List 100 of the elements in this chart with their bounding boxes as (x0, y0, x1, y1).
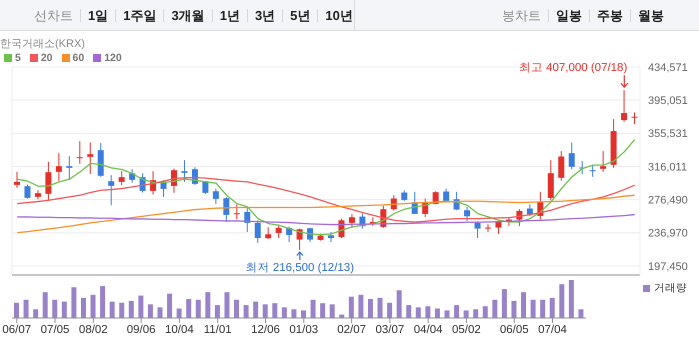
bar (368, 299, 373, 318)
candlestick (600, 150, 606, 172)
x-tick-label: 03/07 (375, 324, 404, 336)
chart-title: 한국거래소(KRX) (0, 38, 85, 50)
bar (158, 307, 162, 318)
bar (90, 294, 96, 318)
candlestick (223, 196, 230, 222)
bar (482, 306, 488, 318)
bar (214, 305, 220, 318)
bar (52, 300, 58, 318)
bar (186, 299, 192, 318)
text: 일봉 (548, 8, 589, 22)
x-tick-label: 11/01 (204, 324, 232, 336)
candlestick (526, 204, 533, 217)
bar (434, 308, 440, 318)
candlestick (621, 90, 628, 122)
text: 1주일 (115, 8, 164, 22)
bar (14, 302, 19, 318)
bar (253, 302, 258, 318)
bar (24, 300, 29, 318)
candlestick (443, 188, 450, 202)
candlestick (118, 170, 125, 186)
bar (348, 296, 354, 318)
bar (62, 302, 67, 318)
candlestick (474, 220, 481, 238)
bar (148, 304, 153, 318)
bar (138, 296, 144, 318)
candlestick (558, 150, 564, 182)
candlestick (348, 214, 355, 228)
bar (272, 303, 278, 318)
bar (205, 292, 210, 318)
bar (262, 304, 268, 318)
candlestick (87, 142, 94, 174)
candlestick (464, 206, 470, 222)
y-tick-label: 395,051 (648, 95, 688, 108)
bar (320, 303, 326, 318)
x-tick-label: 06/07 (2, 324, 32, 336)
bar (530, 300, 536, 318)
bar (454, 305, 460, 318)
bar (559, 284, 564, 318)
bar (42, 292, 48, 318)
annotation: 최저 216,500 (12/13) (246, 262, 354, 274)
legend-label: 120 (103, 52, 122, 64)
bar (196, 300, 201, 318)
bar (234, 300, 240, 318)
text: 3년 (246, 8, 282, 22)
candlestick (590, 164, 596, 178)
candlestick (45, 161, 52, 202)
bar (492, 300, 498, 318)
bar (464, 310, 469, 318)
bar (521, 292, 526, 318)
bar (80, 298, 86, 318)
text: 주봉 (589, 8, 630, 22)
candlestick (181, 160, 188, 182)
x-tick-label: 10/04 (165, 324, 194, 336)
candlestick (276, 224, 282, 238)
candlestick (254, 220, 261, 244)
candlestick (24, 184, 30, 200)
legend-label: 60 (72, 52, 84, 64)
candlestick (401, 190, 408, 202)
text: 선차트 (33, 8, 74, 22)
text: 3개월 (163, 8, 212, 22)
text: 월봉 (630, 8, 671, 22)
y-tick-label: 355,531 (648, 128, 688, 140)
bar (550, 298, 555, 318)
text: 봉차트 (501, 8, 542, 22)
x-tick-label: 08/02 (78, 324, 108, 336)
text: 10년 (317, 8, 360, 22)
bar (244, 305, 249, 318)
x-tick-label: 12/06 (251, 324, 280, 336)
candlestick (632, 112, 638, 125)
bar (167, 294, 172, 318)
bar (502, 289, 507, 318)
bar (387, 302, 392, 318)
bar (396, 290, 402, 318)
y-tick-label: 434,571 (648, 62, 688, 74)
candlestick (328, 231, 334, 242)
candlestick (568, 142, 575, 170)
candlestick (108, 174, 114, 206)
bar (358, 294, 364, 318)
candlestick (14, 171, 20, 188)
x-tick-label: 06/05 (500, 324, 529, 336)
bar (378, 298, 383, 318)
text: 5년 (282, 8, 318, 22)
text: 1년 (212, 8, 247, 22)
text: 1일 (80, 8, 116, 22)
x-tick-label: 09/06 (126, 324, 156, 336)
bar (282, 307, 287, 318)
bar (176, 308, 182, 318)
bar (406, 305, 412, 318)
bar (119, 302, 124, 318)
candlestick (76, 140, 83, 164)
x-tick-label: 04/04 (414, 324, 444, 336)
y-tick-label: 276,490 (648, 194, 688, 207)
bar (310, 300, 316, 318)
bar (568, 280, 574, 318)
x-tick-label: 05/02 (452, 324, 481, 336)
bar (416, 307, 421, 318)
candlestick (56, 152, 62, 182)
annotation: 최고 407,000 (07/18) (518, 62, 628, 74)
